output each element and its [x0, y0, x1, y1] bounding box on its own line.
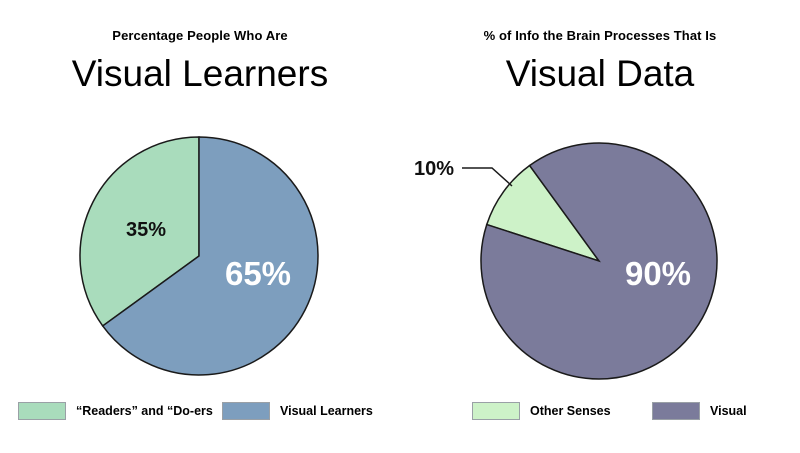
- legend-swatch-readers: [18, 402, 66, 420]
- data-label-visual: 90%: [625, 255, 691, 292]
- legend-swatch-visual-learners: [222, 402, 270, 420]
- pie-slice-readers: [79, 136, 200, 327]
- pie-slice-other-senses: [485, 164, 601, 263]
- legend-label-visual-learners: Visual Learners: [280, 404, 373, 418]
- legend-label-other-senses: Other Senses: [530, 404, 611, 418]
- chart-subtitle: % of Info the Brain Processes That Is: [483, 28, 717, 43]
- data-label-other-senses: 10%: [414, 158, 454, 180]
- pie-slice-visual-learners: [101, 136, 319, 376]
- legend-item-other-senses: Other Senses: [472, 402, 611, 420]
- legend-item-visual: Visual: [652, 402, 747, 420]
- chart-visual-learners: Percentage People Who Are Visual Learner…: [18, 28, 373, 420]
- data-label-readers: 35%: [126, 219, 166, 241]
- pie-chart: 10% 90%: [414, 142, 718, 380]
- legend-item-readers: “Readers” and “Do-ers: [18, 402, 213, 420]
- legend-swatch-visual: [652, 402, 700, 420]
- legend-label-readers: “Readers” and “Do-ers: [76, 404, 213, 418]
- pie-chart: 35% 65%: [79, 136, 319, 376]
- chart-visual-data: % of Info the Brain Processes That Is Vi…: [400, 0, 800, 453]
- legend-swatch-other-senses: [472, 402, 520, 420]
- legend-label-visual: Visual: [710, 404, 747, 418]
- pie-slice-visual: [480, 142, 718, 380]
- leader-line: [462, 167, 513, 187]
- data-label-visual-learners: 65%: [225, 255, 291, 292]
- chart-title: Visual Learners: [71, 53, 329, 94]
- chart-subtitle: Percentage People Who Are: [112, 28, 288, 43]
- legend-item-visual-learners: Visual Learners: [222, 402, 373, 420]
- chart-title: Visual Data: [505, 53, 695, 94]
